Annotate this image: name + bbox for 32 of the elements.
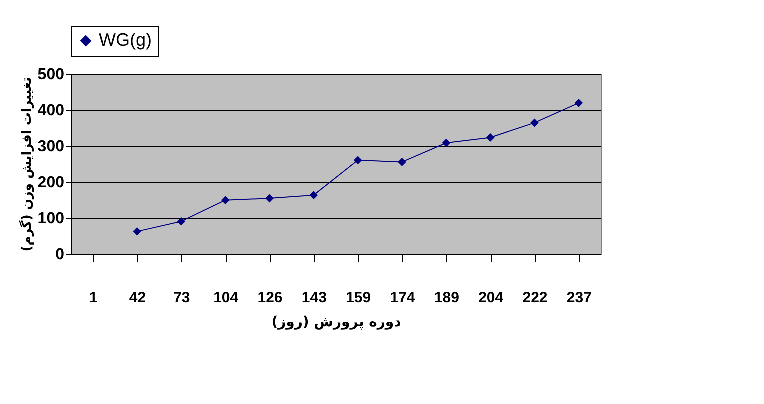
y-tick-label: 400	[38, 102, 65, 120]
x-tick-label: 189	[434, 290, 460, 306]
point	[398, 158, 406, 166]
x-tick-label: 222	[522, 290, 548, 306]
point	[133, 227, 142, 236]
point	[354, 156, 362, 165]
point	[221, 196, 230, 205]
x-tick-label: 204	[478, 290, 504, 306]
point	[266, 194, 274, 203]
point	[530, 118, 539, 128]
point	[310, 191, 318, 200]
x-tick-label: 104	[214, 290, 240, 306]
x-tick-label: 73	[174, 290, 190, 306]
x-tick-label: 174	[390, 290, 416, 306]
x-axis-title: دوره پرورش (روز)	[272, 314, 402, 330]
y-axis-title: تغییرات افزایش وزن (گرم)	[18, 77, 35, 252]
y-tick-label: 300	[38, 138, 65, 156]
x-tick-label: 143	[302, 290, 327, 306]
point	[574, 98, 584, 108]
x-tick-label: 237	[566, 290, 592, 306]
legend-label: WG(g)	[99, 30, 152, 50]
y-tick-label: 0	[56, 246, 65, 264]
x-tick-label: 1	[89, 290, 98, 306]
y-tick-label: 500	[38, 66, 65, 84]
point	[486, 134, 495, 142]
point	[442, 138, 451, 148]
x-tick-label: 159	[346, 290, 372, 306]
point	[177, 217, 186, 226]
x-tick-label: 126	[258, 290, 283, 306]
y-tick-label: 100	[38, 210, 65, 228]
x-tick-label: 42	[129, 290, 146, 306]
y-tick-label: 200	[38, 174, 65, 192]
